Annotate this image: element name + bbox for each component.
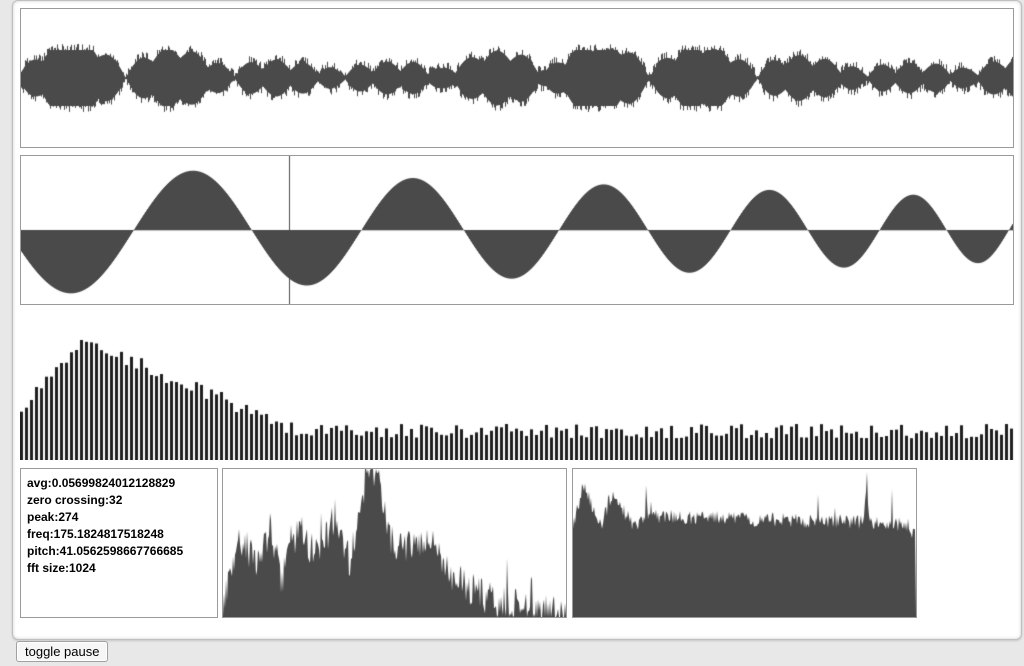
spectrum-detail-right-panel	[572, 468, 917, 618]
spectrum-detail-left-canvas	[223, 469, 566, 617]
stat-pitch-label: pitch:	[27, 544, 60, 558]
spectrum-canvas	[20, 312, 1014, 460]
stat-zc-label: zero crossing:	[27, 493, 109, 507]
stat-avg-label: avg:	[27, 476, 52, 490]
stat-freq-value: 175.1824817518248	[54, 527, 164, 541]
stats-box: avg:0.05699824012128829 zero crossing:32…	[20, 468, 218, 618]
stat-freq: freq:175.1824817518248	[27, 526, 211, 543]
stat-peak-label: peak:	[27, 510, 58, 524]
stat-zc-value: 32	[109, 493, 122, 507]
stat-freq-label: freq:	[27, 527, 54, 541]
waveform-raw-canvas	[21, 9, 1013, 147]
waveform-raw-panel	[20, 8, 1014, 148]
stat-fft: fft size:1024	[27, 560, 211, 577]
stat-peak: peak:274	[27, 509, 211, 526]
spectrum-detail-right-canvas	[573, 469, 916, 617]
stat-pitch-value: 41.0562598667766685	[60, 544, 183, 558]
spectrum-detail-left-panel	[222, 468, 567, 618]
stat-pitch: pitch:41.0562598667766685	[27, 543, 211, 560]
toggle-pause-label: toggle pause	[25, 644, 99, 659]
waveform-lowfreq-canvas	[21, 156, 1013, 304]
stat-avg-value: 0.05699824012128829	[52, 476, 175, 490]
stat-fft-label: fft size:	[27, 561, 69, 575]
app-root: avg:0.05699824012128829 zero crossing:32…	[0, 0, 1024, 666]
toggle-pause-button[interactable]: toggle pause	[16, 641, 108, 662]
stat-fft-value: 1024	[69, 561, 96, 575]
stat-avg: avg:0.05699824012128829	[27, 475, 211, 492]
spectrum-panel	[20, 312, 1014, 460]
stat-zero-crossing: zero crossing:32	[27, 492, 211, 509]
stat-peak-value: 274	[58, 510, 78, 524]
waveform-lowfreq-panel	[20, 155, 1014, 305]
